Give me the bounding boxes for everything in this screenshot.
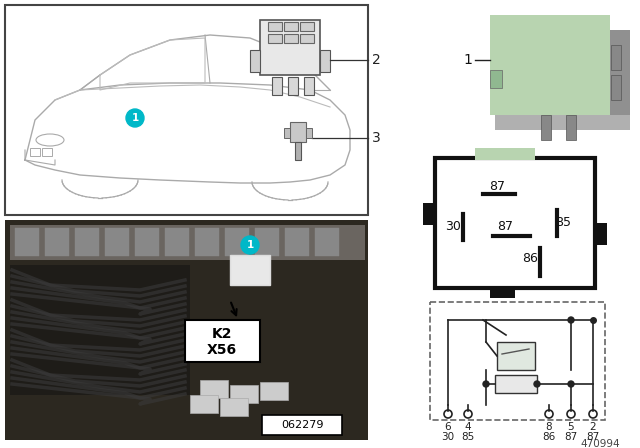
Text: K2: K2 [212,327,232,341]
Text: 86: 86 [542,432,556,442]
Bar [490,70,502,88]
Bar [490,15,610,115]
Bar [45,228,69,256]
Bar [42,148,52,156]
Bar [5,220,368,440]
Text: 1: 1 [131,113,139,123]
Bar [135,228,159,256]
Bar [260,20,320,75]
Bar [105,228,129,256]
Bar [315,228,339,256]
Bar [610,30,630,120]
Bar [220,398,248,416]
Bar [15,228,39,256]
Bar [284,22,298,31]
Text: 30: 30 [442,432,454,442]
Bar [5,5,368,215]
Bar [10,225,365,260]
Bar [566,115,576,140]
Bar [300,34,314,43]
Bar [195,228,219,256]
Circle shape [568,317,574,323]
Bar [284,128,290,138]
Text: 1: 1 [463,53,472,67]
Bar [304,77,314,95]
Text: 470994: 470994 [580,439,620,448]
Text: 6: 6 [445,422,451,432]
Bar [300,22,314,31]
Circle shape [126,109,144,127]
Bar [30,148,40,156]
Bar [165,228,189,256]
Text: 5: 5 [568,422,574,432]
Bar [230,385,258,403]
Bar [475,148,535,160]
Text: 1: 1 [246,240,253,250]
Bar [262,415,342,435]
Bar [295,142,301,160]
Text: 3: 3 [372,131,381,145]
Text: 85: 85 [461,432,475,442]
Bar [268,34,282,43]
Circle shape [568,381,574,387]
Bar [272,77,282,95]
Bar [268,22,282,31]
Bar [423,203,437,225]
Bar [230,255,270,285]
Bar [495,115,630,130]
Bar [285,228,309,256]
Bar [290,122,306,142]
Bar [190,395,218,413]
Bar [611,75,621,100]
Circle shape [483,381,489,387]
Bar [541,115,551,140]
Bar [435,158,595,288]
Bar [10,265,190,395]
Text: 2: 2 [589,422,596,432]
Text: 87: 87 [497,220,513,233]
Bar [200,380,228,398]
Bar [260,382,288,400]
Text: 062279: 062279 [281,420,323,430]
Text: 4: 4 [465,422,471,432]
Bar [250,50,260,72]
Bar [225,228,249,256]
Text: 87: 87 [586,432,600,442]
Bar [185,320,260,362]
Circle shape [534,381,540,387]
Bar [495,375,537,393]
Text: 86: 86 [522,251,538,264]
Bar [490,286,515,298]
Bar [497,342,535,370]
Bar [593,223,607,245]
Text: 8: 8 [546,422,552,432]
Text: 85: 85 [555,216,571,229]
Text: 87: 87 [564,432,578,442]
Bar [288,77,298,95]
Bar [255,228,279,256]
Bar [611,45,621,70]
Text: X56: X56 [207,343,237,357]
Bar [306,128,312,138]
Bar [75,228,99,256]
Text: 87: 87 [489,180,505,193]
Text: 30: 30 [445,220,461,233]
Bar [430,302,605,420]
Bar [320,50,330,72]
Circle shape [241,236,259,254]
Bar [284,34,298,43]
Text: 2: 2 [372,53,381,67]
